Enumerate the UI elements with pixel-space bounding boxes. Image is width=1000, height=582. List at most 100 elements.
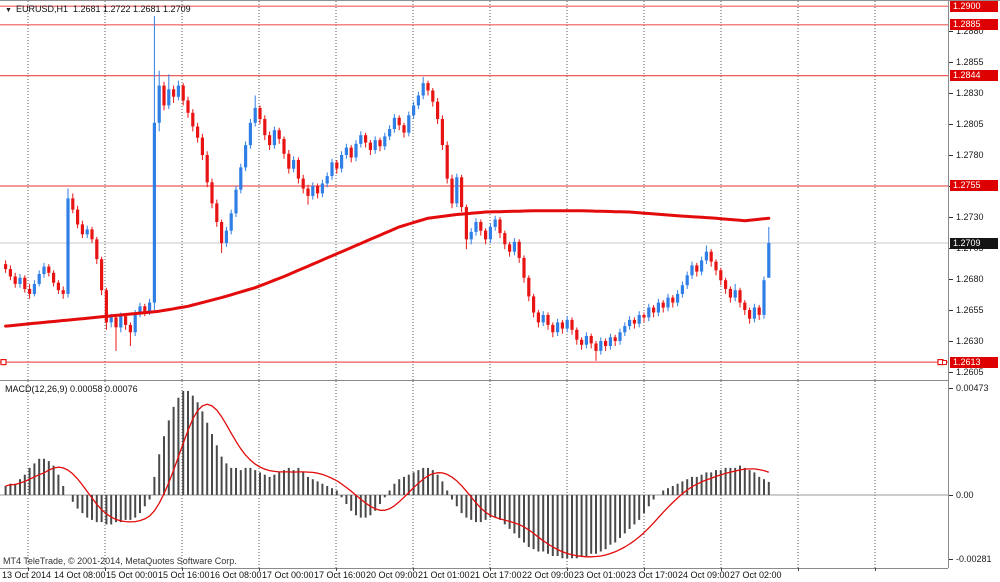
candle-body — [364, 135, 368, 143]
candle-body — [157, 85, 161, 123]
candle-body — [61, 290, 65, 294]
candle-body — [296, 160, 300, 179]
candle-body — [512, 241, 516, 252]
candle-body — [637, 315, 641, 324]
candle-body — [613, 337, 617, 341]
candle-body — [378, 140, 382, 147]
candle-body — [479, 222, 483, 231]
time-axis-label: 15 Oct 16:00 — [158, 570, 210, 580]
candle-body — [469, 231, 473, 240]
candle-body — [546, 315, 550, 325]
candle-body — [680, 285, 684, 294]
time-tick-mark — [413, 568, 414, 571]
trendline-handle[interactable] — [0, 359, 7, 366]
candle-body — [4, 264, 8, 270]
candle-body — [263, 119, 267, 136]
candle-body — [244, 145, 248, 168]
candle-body — [709, 251, 713, 262]
price-tick-mark — [949, 310, 953, 311]
time-axis-label: 23 Oct 17:00 — [626, 570, 678, 580]
moving-average-line[interactable] — [4, 209, 771, 328]
candle-body — [37, 274, 41, 284]
candle-body — [114, 317, 118, 328]
candle-body — [503, 233, 507, 245]
candle-body — [248, 122, 252, 146]
time-tick-mark — [567, 568, 568, 571]
macd-canvas[interactable] — [0, 381, 948, 568]
candle-body — [100, 259, 104, 291]
candle-body — [767, 243, 771, 278]
macd-tick-mark — [949, 559, 953, 560]
candle-body — [464, 207, 468, 240]
candle-body — [762, 280, 766, 315]
candle-body — [148, 302, 152, 312]
candle-body — [392, 117, 396, 129]
copyright-label: MT4 TeleTrade, © 2001-2014, MetaQuotes S… — [3, 556, 237, 566]
panel-separator[interactable] — [0, 380, 948, 381]
time-axis-label: 21 Oct 17:00 — [470, 570, 522, 580]
candle-body — [416, 95, 420, 106]
candle-body — [666, 297, 670, 308]
candle-body — [32, 284, 36, 294]
price-tick-label: 1.2780 — [956, 150, 984, 160]
quote-ohlc-label: 1.2681 1.2722 1.2681 1.2709 — [72, 4, 191, 14]
candle-body — [80, 224, 84, 235]
candle-body — [95, 239, 99, 260]
candle-body — [632, 319, 636, 324]
axis-separator — [0, 568, 948, 569]
symbol-dropdown-icon[interactable]: ▼ — [5, 7, 12, 14]
candle-body — [719, 270, 723, 281]
candle-body — [575, 329, 579, 340]
candle-body — [690, 265, 694, 276]
price-level-badge: 1.2900 — [950, 1, 998, 12]
candle-body — [292, 160, 296, 169]
candle-body — [234, 189, 238, 214]
candle-body — [277, 130, 281, 139]
time-axis[interactable]: 13 Oct 2014 14 Oct 08:00 15 Oct 00:00 15 Oc… — [0, 568, 948, 582]
candle-body — [436, 101, 440, 120]
candle-body — [556, 322, 560, 333]
price-tick-label: 1.2855 — [956, 57, 984, 67]
candle-body — [354, 143, 358, 158]
candle-body — [301, 178, 305, 189]
candle-body — [738, 290, 742, 303]
candle-body — [47, 266, 51, 273]
price-tick-label: 1.2630 — [956, 336, 984, 346]
candle-body — [748, 310, 752, 319]
price-tick-mark — [949, 93, 953, 94]
main-chart-panel[interactable] — [0, 1, 948, 380]
candle-body — [349, 147, 353, 158]
candle-body — [752, 307, 756, 319]
candle-body — [239, 167, 243, 190]
candle-body — [704, 251, 708, 261]
time-tick-mark — [28, 568, 29, 571]
candle-body — [272, 130, 276, 146]
candle-body — [359, 135, 363, 144]
candle-body — [445, 145, 449, 179]
candle-body — [109, 317, 113, 323]
candle-body — [460, 177, 464, 208]
symbol-label: EURUSD,H1 — [15, 4, 68, 14]
candle-body — [287, 153, 291, 169]
time-tick-mark — [875, 568, 876, 571]
candle-body — [18, 277, 22, 284]
candle-body — [628, 319, 632, 327]
candle-body — [56, 282, 60, 291]
candle-body — [584, 336, 588, 345]
candle-body — [604, 341, 608, 346]
time-axis-label: 27 Oct 02:00 — [730, 570, 782, 580]
macd-tick-label: 0.00 — [956, 490, 974, 500]
price-tick-label: 1.2655 — [956, 305, 984, 315]
price-axis[interactable]: 1.2880 1.2855 1.2830 1.2805 1.2780 1.2755 1.27… — [942, 1, 1000, 568]
time-axis-label: 23 Oct 01:00 — [574, 570, 626, 580]
candle-body — [196, 126, 200, 138]
macd-panel[interactable] — [0, 381, 948, 568]
time-axis-label: 15 Oct 00:00 — [106, 570, 158, 580]
price-tick-label: 1.2880 — [956, 26, 984, 36]
level-handle[interactable] — [942, 360, 947, 365]
candle-body — [431, 90, 435, 102]
time-tick-mark — [182, 568, 183, 571]
candle-body — [608, 337, 612, 346]
main-chart-canvas[interactable] — [0, 1, 948, 380]
